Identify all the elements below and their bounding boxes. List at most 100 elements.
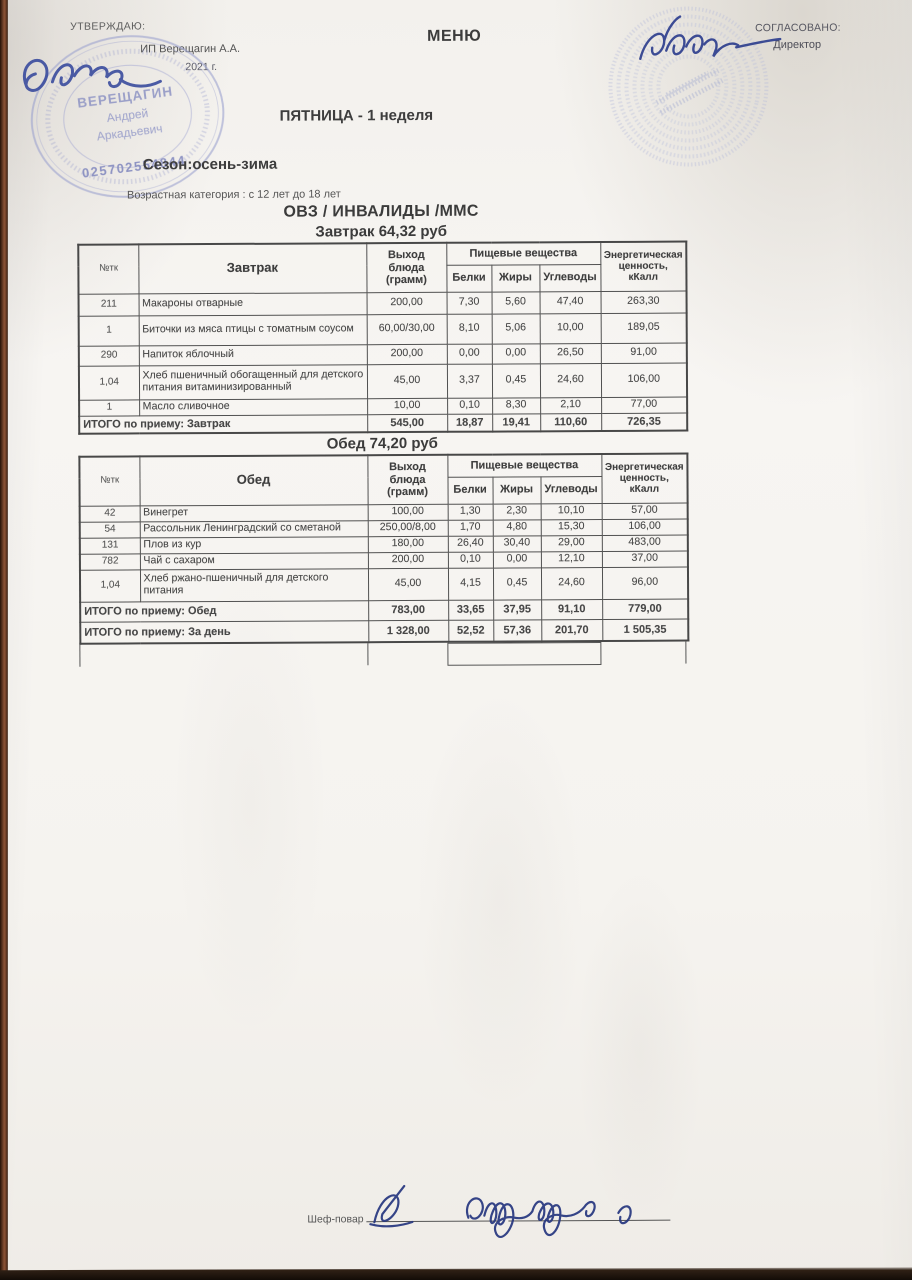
table-header-row: №тк Обед Выход блюда (грамм) Пищевые вещест… [79, 453, 688, 506]
cell-num: 42 [79, 505, 140, 522]
cell-dish-name: Чай с сахаром [139, 552, 368, 570]
svg-text:Аркадьевич: Аркадьевич [96, 121, 163, 143]
cell-protein: 1,70 [447, 519, 493, 536]
cell-carbs: 26,50 [539, 343, 601, 364]
breakfast-table-host: №тк Завтрак Выход блюда (грамм) Пищевые вещ… [77, 240, 689, 435]
cell-num: 290 [78, 345, 139, 366]
cell-dish-name: Напиток яблочный [138, 344, 367, 366]
cell-carbs: 15,30 [540, 519, 602, 536]
total-label: ИТОГО по приему: За день [80, 620, 369, 644]
menu-row: 211 Макароны отварные 200,00 7,30 5,60 47,40 2… [78, 290, 687, 316]
total-row: ИТОГО по приему: Завтрак 545,00 18,87 19,41… [79, 412, 688, 434]
menu-row: 1,04 Хлеб пшеничный обогащенный для детск… [78, 362, 688, 400]
cell-num: 1 [78, 315, 139, 346]
round-stamp-blue [608, 6, 769, 167]
cell-dish-name: Макароны отварные [138, 292, 367, 316]
cell-protein: 8,10 [446, 313, 492, 344]
cell-num: 782 [79, 553, 140, 570]
cell-protein: 0,10 [447, 551, 493, 568]
table-header-row: №тк Завтрак Выход блюда (грамм) Пищевые вещ… [78, 241, 687, 294]
cell-carbs: 10,00 [539, 313, 601, 344]
cell-protein: 4,15 [447, 567, 494, 600]
col-header-meal: Завтрак [138, 243, 367, 294]
cell-dish-name: Хлеб ржано-пшеничный для детского питани… [139, 568, 369, 602]
cell-fat: 4,80 [492, 519, 541, 536]
cell-out: 45,00 [367, 567, 449, 601]
cell-fat: 0,00 [491, 343, 540, 364]
cell-carbs: 24,60 [539, 363, 602, 398]
cell-fat: 5,60 [491, 291, 540, 314]
stub-line [79, 644, 81, 667]
agreed-signature [639, 15, 782, 60]
stub-line [367, 643, 369, 666]
cell-num: 1 [79, 399, 140, 416]
cell-kcal: 263,30 [600, 290, 687, 314]
total-carbs: 201,70 [541, 618, 603, 642]
lunch-table-host: №тк Обед Выход блюда (грамм) Пищевые вещест… [78, 452, 690, 645]
cell-fat: 30,40 [492, 535, 541, 552]
cell-kcal: 106,00 [601, 518, 688, 535]
cell-kcal: 483,00 [601, 534, 688, 551]
cell-kcal: 77,00 [601, 396, 688, 414]
cell-out: 200,00 [367, 551, 448, 569]
total-protein: 33,65 [448, 599, 494, 620]
total-out: 545,00 [367, 413, 448, 433]
cell-carbs: 2,10 [540, 397, 602, 414]
cell-kcal: 189,05 [600, 312, 687, 344]
cell-out: 45,00 [366, 363, 448, 399]
cell-dish-name: Плов из кур [139, 536, 368, 554]
total-kcal: 726,35 [601, 412, 688, 432]
chef-signature [369, 1184, 632, 1239]
col-header-meal: Обед [139, 455, 368, 506]
cell-protein: 7,30 [446, 291, 492, 314]
cell-protein: 0,00 [446, 343, 492, 364]
stub-line [685, 641, 687, 664]
cell-num: 1,04 [78, 365, 140, 400]
cell-out: 250,00/8,00 [367, 519, 448, 537]
col-header-nutrient: Углеводы [540, 476, 602, 504]
col-header-energy: Энергетическая ценность, кКалл [601, 453, 688, 504]
lunch-table: №тк Обед Выход блюда (грамм) Пищевые вещест… [78, 452, 690, 645]
cell-fat: 0,45 [491, 363, 541, 398]
cell-carbs: 29,00 [540, 534, 602, 552]
col-header-out: Выход блюда (грамм) [366, 242, 447, 293]
total-protein: 18,87 [447, 413, 493, 432]
age-category: Возрастная категория : с 12 лет до 18 ле… [126, 188, 341, 202]
total-protein: 52,52 [448, 619, 494, 642]
cell-out: 200,00 [366, 343, 447, 365]
total-kcal: 1 505,35 [602, 618, 689, 641]
cell-num: 131 [79, 537, 140, 554]
photo-left-edge [0, 0, 8, 1280]
photo-bottom-edge [0, 1267, 912, 1280]
total-kcal: 779,00 [602, 598, 689, 619]
cell-protein: 26,40 [447, 535, 493, 552]
menu-row: 1,04 Хлеб ржано-пшеничный для детского пи… [79, 566, 689, 602]
cell-num: 54 [79, 521, 140, 538]
table-bottom-stub [79, 641, 687, 672]
col-header-energy: Энергетическая ценность, кКалл [600, 241, 687, 292]
menu-document-body: ОВЗ / ИНВАЛИДЫ /ММС Завтрак 64,32 руб №т… [77, 202, 690, 672]
col-header-nutrients-group: Пищевые вещества [447, 454, 602, 477]
cell-dish-name: Биточки из мяса птицы с томатным соусом [138, 314, 367, 346]
total-label: ИТОГО по приему: Завтрак [79, 414, 368, 434]
cell-kcal: 57,00 [601, 502, 688, 519]
total-fat: 57,36 [493, 619, 542, 642]
col-header-nutrient: Углеводы [539, 264, 601, 292]
menu-row: 1 Биточки из мяса птицы с томатным соусом… [78, 312, 687, 346]
col-header-num: №тк [78, 244, 139, 294]
cell-fat: 2,30 [492, 503, 541, 520]
cell-kcal: 37,00 [601, 550, 688, 567]
col-header-nutrient: Жиры [491, 264, 540, 292]
total-out: 783,00 [368, 599, 449, 621]
stub-box [447, 642, 602, 666]
col-header-nutrient: Белки [446, 264, 492, 292]
col-header-out: Выход блюда (грамм) [367, 454, 448, 505]
approve-signature [23, 58, 162, 92]
cell-fat: 0,00 [492, 551, 541, 568]
total-carbs: 110,60 [540, 413, 602, 432]
cell-protein: 0,10 [447, 397, 493, 414]
cell-out: 200,00 [366, 291, 447, 315]
svg-text:Андрей: Андрей [106, 106, 149, 125]
cell-kcal: 91,00 [600, 342, 687, 364]
